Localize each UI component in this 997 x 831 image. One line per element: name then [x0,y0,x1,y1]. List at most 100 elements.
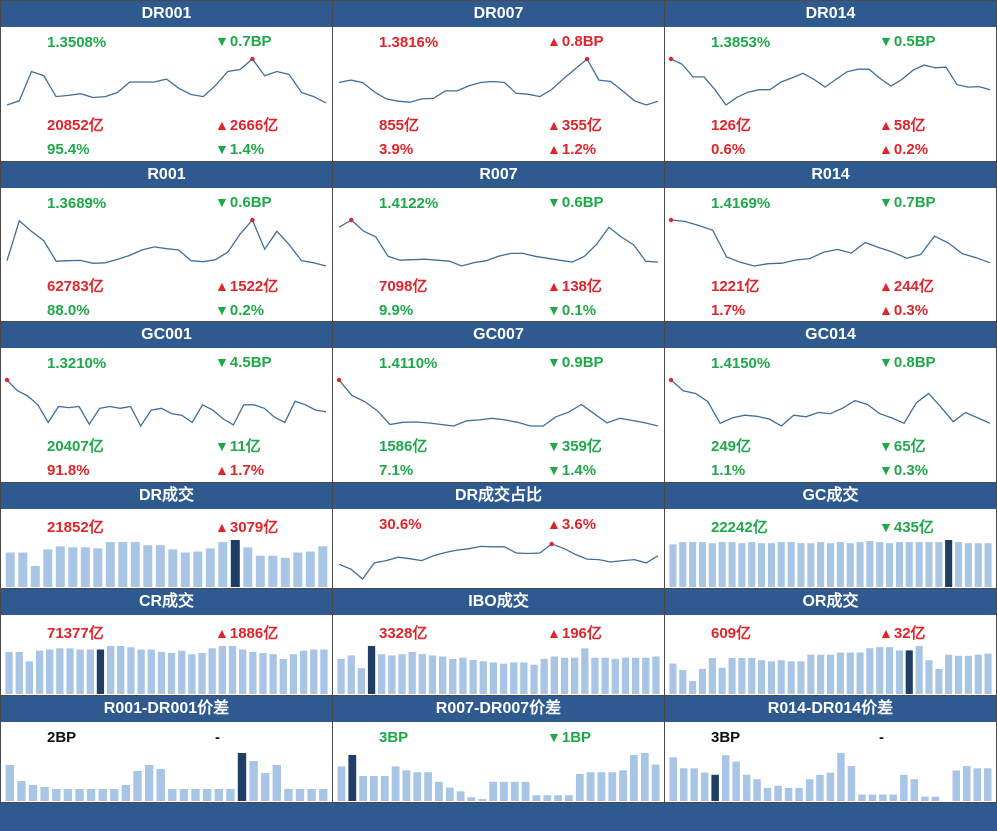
bar [388,655,396,694]
arrow-down-icon: ▼ [547,729,561,745]
bar [5,765,14,801]
bar-chart [669,753,992,801]
rate-value: 1.3210% [47,355,107,372]
bar [984,768,992,801]
primary-change: - [879,729,884,746]
bar [499,663,508,694]
bar [63,789,73,801]
volume-value: 1586亿 [379,438,428,455]
bar [530,664,538,694]
bar [581,648,589,694]
volume-change: ▲58亿 [879,114,926,135]
arrow-down-icon: ▼ [215,438,229,454]
bar [560,657,569,694]
delta-value: 3079亿 [229,519,279,536]
bar [847,766,856,801]
bar [642,657,650,694]
bar [305,551,315,587]
bar [295,789,305,801]
primary-value: 21852亿 [47,519,104,536]
bar [205,548,215,587]
bar [337,766,346,801]
arrow-up-icon: ▲ [879,141,893,157]
share-change: ▲1.2% [547,141,596,158]
bar [708,543,716,587]
bar [795,787,803,801]
series-line [670,379,991,427]
delta-value: 32亿 [893,625,926,642]
series-line [670,219,991,267]
bar [428,655,437,694]
rate-value: 1.3816% [379,34,439,51]
delta-value: - [879,729,884,746]
arrow-down-icon: ▼ [215,33,229,49]
arrow-down-icon: ▼ [215,141,229,157]
bar [459,657,467,694]
bar [272,765,281,801]
bar [711,774,719,801]
arrow-up-icon: ▲ [547,625,561,641]
bar [133,771,142,801]
volume-change: ▲138亿 [547,275,602,296]
volume-change: ▼11亿 [215,435,261,456]
bar [984,543,992,587]
bar [945,654,953,694]
arrow-up-icon: ▲ [215,462,229,478]
panel-dr007: DR007 1.3816% ▲0.8BP 855亿 ▲355亿 3.9% ▲1.2% [332,0,665,162]
bar [218,646,226,694]
bar [279,658,287,694]
bar [318,546,328,587]
arrow-up-icon: ▲ [879,302,893,318]
bar [586,772,595,801]
panel-gc001: GC001 1.3210% ▼4.5BP 20407亿 ▼11亿 91.8% ▲1.7% [0,321,333,483]
bar [763,787,772,801]
series-line [6,218,327,267]
bar [550,656,558,694]
bar-chart [669,646,992,694]
bar [571,657,579,694]
bar [93,548,103,587]
bar [753,779,761,801]
bar [157,651,166,694]
panel-title: R014-DR014价差 [665,696,996,722]
bar [359,776,367,801]
bar [876,542,884,587]
delta-value: 0.7BP [893,194,936,211]
delta-value: 1.4% [561,462,597,479]
sparkline-chart [336,377,659,427]
volume-change: ▲2666亿 [215,114,278,135]
bar-chart [5,646,328,694]
rate-change: ▼0.5BP [879,33,936,50]
bar [228,646,237,694]
bar [640,753,649,801]
bar [532,795,541,801]
bar [249,651,257,694]
bar [357,668,365,694]
bar [105,542,115,587]
bar [408,651,416,694]
bar [310,649,318,694]
arrow-down-icon: ▼ [215,354,229,370]
panel-title: R007-DR007价差 [333,696,664,722]
bar [817,542,825,587]
delta-value: 0.7BP [229,33,272,50]
bar [293,552,303,587]
arrow-down-icon: ▼ [547,302,561,318]
bar [17,781,26,801]
bar [259,653,267,694]
bar [130,542,140,587]
bar [118,542,128,587]
panel-cr-volume: CR成交 71377亿 ▲1886亿 [0,588,333,696]
panel-title: GC014 [665,322,996,348]
volume-change: ▲244亿 [879,275,934,296]
rate-value: 1.4122% [379,195,439,212]
panel-title: R007 [333,162,664,188]
bar [738,658,746,694]
delta-value: 1.4% [229,141,265,158]
bar [370,776,378,801]
panel-title: DR007 [333,1,664,27]
bar [489,662,498,694]
bar [168,789,177,801]
delta-value: 11亿 [229,438,261,455]
bar [565,795,573,801]
